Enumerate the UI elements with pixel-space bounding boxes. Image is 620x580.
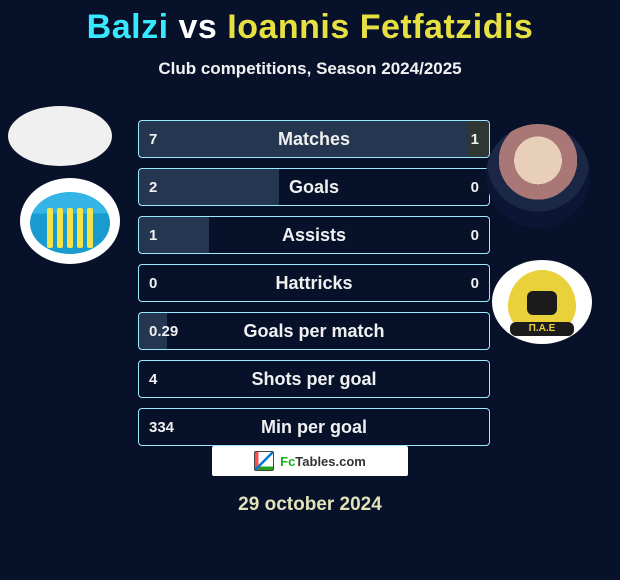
stat-label: Goals	[289, 177, 339, 198]
stat-label: Matches	[278, 129, 350, 150]
stat-left-value: 4	[149, 371, 157, 388]
chart-icon	[254, 451, 274, 471]
stat-left-value: 0	[149, 275, 157, 292]
player2-photo	[486, 124, 590, 228]
stat-left-value: 0.29	[149, 323, 178, 340]
stat-left-value: 1	[149, 227, 157, 244]
comparison-card: Balzi vs Ioannis Fetfatzidis Club compet…	[0, 0, 620, 580]
stat-right-value: 0	[471, 227, 479, 244]
stat-row-min-per-goal: 334 Min per goal	[138, 408, 490, 446]
versus-label: vs	[178, 8, 217, 46]
stat-row-goals: 2 Goals 0	[138, 168, 490, 206]
subtitle: Club competitions, Season 2024/2025	[0, 59, 620, 79]
stat-right-value: 1	[471, 131, 479, 148]
player1-photo	[8, 106, 112, 166]
stat-label: Shots per goal	[251, 369, 376, 390]
stat-row-assists: 1 Assists 0	[138, 216, 490, 254]
stat-left-value: 7	[149, 131, 157, 148]
logo-text-suffix: Tables.com	[295, 454, 366, 469]
player1-team-badge	[20, 178, 120, 264]
stat-left-value: 2	[149, 179, 157, 196]
date-label: 29 october 2024	[0, 494, 620, 516]
stat-right-value: 0	[471, 179, 479, 196]
team2-mark	[527, 291, 557, 315]
stat-row-goals-per-match: 0.29 Goals per match	[138, 312, 490, 350]
stat-fill-left	[139, 169, 279, 205]
logo-text: FcTables.com	[280, 454, 366, 469]
stat-left-value: 334	[149, 419, 174, 436]
player2-team-badge: Π.Α.Ε	[492, 260, 592, 344]
stat-label: Goals per match	[243, 321, 384, 342]
stat-row-shots-per-goal: 4 Shots per goal	[138, 360, 490, 398]
stat-label: Hattricks	[275, 273, 352, 294]
fctables-logo: FcTables.com	[212, 446, 408, 476]
player1-name: Balzi	[87, 8, 169, 46]
logo-text-prefix: Fc	[280, 454, 295, 469]
page-title: Balzi vs Ioannis Fetfatzidis	[0, 0, 620, 47]
stat-label: Assists	[282, 225, 346, 246]
team1-badge-inner	[30, 192, 110, 254]
player2-name: Ioannis Fetfatzidis	[227, 8, 533, 46]
team2-band-label: Π.Α.Ε	[510, 322, 574, 336]
stat-row-matches: 7 Matches 1	[138, 120, 490, 158]
stat-label: Min per goal	[261, 417, 367, 438]
stats-table: 7 Matches 1 2 Goals 0 1 Assists 0 0 Hattricks 0 0.29…	[138, 120, 490, 456]
stat-row-hattricks: 0 Hattricks 0	[138, 264, 490, 302]
stat-right-value: 0	[471, 275, 479, 292]
team1-stripes	[42, 208, 98, 248]
